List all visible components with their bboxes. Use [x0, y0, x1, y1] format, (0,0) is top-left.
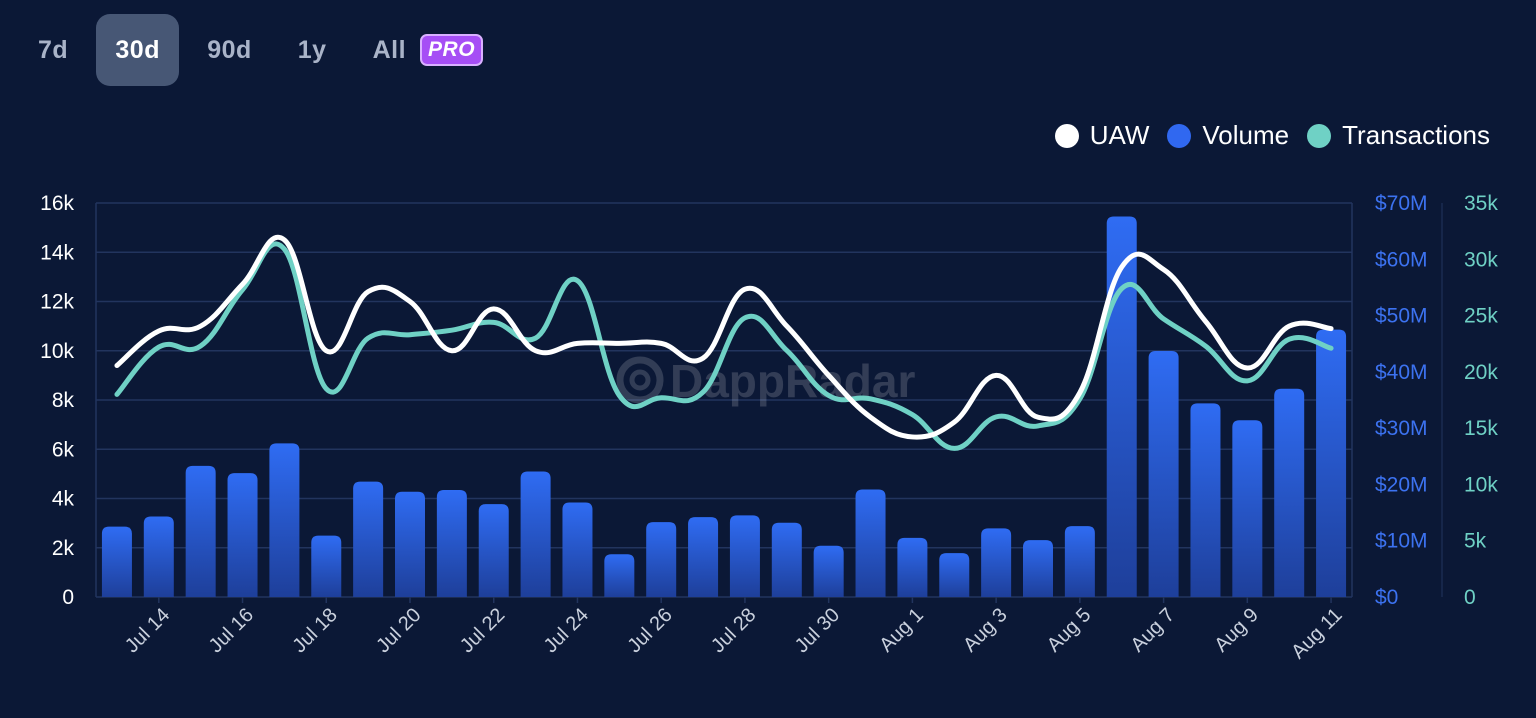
- uaw-tick-label: 12k: [40, 291, 74, 314]
- x-tick-label: Jul 26: [623, 604, 676, 657]
- volume-bar[interactable]: [604, 554, 635, 597]
- uaw-tick-label: 4k: [52, 488, 75, 511]
- volume-bar[interactable]: [1023, 540, 1053, 597]
- transactions-tick-label: 15k: [1464, 417, 1498, 440]
- volume-bar[interactable]: [981, 528, 1012, 597]
- volume-tick-label: $0: [1375, 586, 1398, 609]
- dappradar-logo-inner-icon: [629, 369, 651, 391]
- volume-bar[interactable]: [1274, 388, 1305, 597]
- volume-axis: $0 $10M $20M $30M $40M $50M $60M $70M: [1375, 192, 1428, 609]
- volume-bar[interactable]: [101, 526, 132, 597]
- legend-label-transactions: Transactions: [1342, 120, 1490, 150]
- x-tick-label: Jul 24: [540, 604, 593, 657]
- uaw-tick-label: 8k: [52, 389, 75, 412]
- date-axis: Jul 14 Jul 16 Jul 18 Jul 20 Jul 22 Jul 24 Jul …: [121, 597, 1347, 663]
- volume-bar[interactable]: [1148, 351, 1179, 597]
- volume-bar[interactable]: [520, 471, 551, 597]
- volume-bar[interactable]: [436, 490, 467, 597]
- legend-item-transactions[interactable]: Transactions: [1307, 120, 1490, 151]
- x-tick-label: Jul 30: [791, 604, 844, 657]
- uaw-tick-label: 6k: [52, 438, 75, 461]
- transactions-axis: 0 5k 10k 15k 20k 25k 30k 35k: [1464, 192, 1498, 609]
- tab-90d[interactable]: 90d: [207, 35, 252, 64]
- transactions-tick-label: 10k: [1464, 473, 1498, 496]
- series-lines: [114, 234, 1334, 451]
- x-tick-label: Aug 5: [1043, 604, 1096, 657]
- volume-tick-label: $10M: [1375, 530, 1428, 553]
- legend-item-uaw[interactable]: UAW: [1054, 120, 1150, 151]
- legend-dot-volume-icon: [1167, 123, 1192, 148]
- uaw-tick-label: 10k: [40, 340, 74, 363]
- volume-bar[interactable]: [1232, 420, 1263, 597]
- uaw-tick-label: 0: [62, 586, 74, 609]
- x-tick-label: Jul 22: [456, 604, 509, 657]
- tab-1y[interactable]: 1y: [297, 35, 327, 64]
- volume-bar[interactable]: [311, 535, 342, 597]
- transactions-line[interactable]: [114, 241, 1334, 451]
- volume-bar[interactable]: [562, 502, 593, 597]
- x-tick-label: Aug 7: [1127, 604, 1180, 657]
- volume-bar[interactable]: [688, 517, 719, 597]
- transactions-tick-label: 5k: [1464, 530, 1487, 553]
- volume-bar[interactable]: [855, 489, 886, 597]
- uaw-axis: 0 2k 4k 6k 8k 10k 12k 14k 16k: [40, 192, 74, 609]
- volume-bar[interactable]: [1190, 403, 1221, 597]
- volume-bar[interactable]: [1316, 329, 1347, 597]
- volume-bar[interactable]: [729, 515, 760, 597]
- transactions-tick-label: 35k: [1464, 192, 1498, 215]
- x-tick-label: Jul 20: [372, 604, 425, 657]
- x-tick-label: Jul 14: [121, 604, 174, 657]
- volume-bar[interactable]: [813, 545, 844, 597]
- volume-bar[interactable]: [478, 504, 509, 597]
- volume-tick-label: $50M: [1375, 305, 1428, 328]
- tab-all-label: All: [372, 35, 407, 64]
- volume-bar[interactable]: [897, 537, 928, 597]
- volume-tick-label: $40M: [1375, 361, 1428, 384]
- chart-legend: UAW Volume Transactions: [1037, 120, 1490, 151]
- legend-item-volume[interactable]: Volume: [1167, 120, 1289, 151]
- volume-bar[interactable]: [143, 516, 174, 597]
- dappradar-logo-icon: [616, 356, 664, 404]
- volume-bar[interactable]: [269, 443, 300, 597]
- transactions-tick-label: 0: [1464, 586, 1476, 609]
- volume-tick-label: $20M: [1375, 473, 1428, 496]
- uaw-tick-label: 14k: [40, 241, 74, 264]
- uaw-tick-label: 16k: [40, 192, 74, 215]
- x-tick-label: Aug 3: [959, 604, 1012, 657]
- uaw-tick-label: 2k: [52, 537, 75, 560]
- x-tick-label: Aug 1: [875, 604, 928, 657]
- transactions-tick-label: 25k: [1464, 305, 1498, 328]
- transactions-tick-label: 30k: [1464, 248, 1498, 271]
- volume-bar[interactable]: [353, 481, 384, 597]
- transactions-tick-label: 20k: [1464, 361, 1498, 384]
- x-tick-label: Aug 9: [1210, 604, 1263, 657]
- x-tick-label: Jul 18: [289, 604, 342, 657]
- x-tick-label: Aug 11: [1287, 604, 1346, 663]
- volume-bar[interactable]: [939, 553, 970, 597]
- time-range-tabs: 7d 30d 90d 1y All PRO: [20, 14, 511, 86]
- legend-dot-transactions-icon: [1307, 123, 1332, 148]
- volume-bar[interactable]: [1064, 526, 1095, 597]
- volume-bars: [101, 216, 1347, 597]
- volume-bar[interactable]: [1106, 216, 1137, 597]
- volume-bar[interactable]: [771, 522, 802, 597]
- legend-dot-uaw-icon: [1054, 123, 1079, 148]
- volume-tick-label: $70M: [1375, 192, 1428, 215]
- volume-bar[interactable]: [646, 522, 677, 597]
- uaw-line[interactable]: [114, 234, 1334, 440]
- volume-bar[interactable]: [185, 465, 216, 597]
- x-tick-label: Jul 28: [707, 604, 760, 657]
- legend-label-volume: Volume: [1202, 120, 1290, 150]
- pro-badge: PRO: [420, 34, 484, 66]
- volume-bar[interactable]: [227, 473, 258, 597]
- legend-label-uaw: UAW: [1089, 120, 1150, 150]
- volume-bar[interactable]: [395, 491, 425, 597]
- x-tick-label: Jul 16: [205, 604, 258, 657]
- tab-30d[interactable]: 30d: [96, 14, 180, 86]
- volume-tick-label: $60M: [1375, 248, 1428, 271]
- tab-all[interactable]: All PRO: [355, 14, 501, 86]
- volume-tick-label: $30M: [1375, 417, 1428, 440]
- tab-7d[interactable]: 7d: [38, 35, 69, 64]
